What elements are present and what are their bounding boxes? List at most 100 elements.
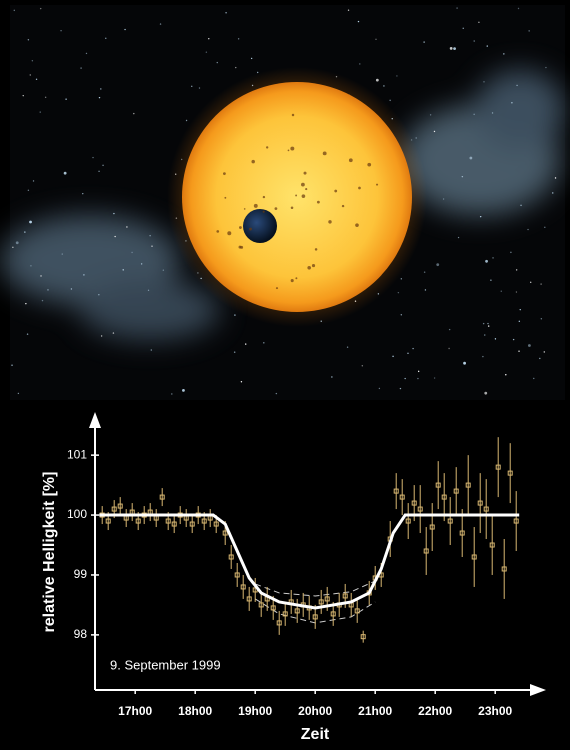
star-dot (404, 378, 405, 379)
star-dot (436, 263, 439, 266)
sunspot (358, 187, 361, 190)
star-dot (124, 29, 125, 30)
star-dot (199, 87, 200, 88)
star-dot (206, 52, 207, 53)
star-dot (113, 213, 114, 214)
star-dot (487, 45, 488, 46)
sunspot (275, 207, 278, 210)
star-dot (488, 325, 489, 326)
sunspot (240, 246, 243, 249)
star-dot (425, 289, 426, 290)
sunspot (295, 195, 297, 197)
star-dot (462, 176, 463, 177)
star-dot (29, 221, 32, 224)
star-dot (456, 7, 457, 8)
star-dot (424, 271, 425, 272)
star-dot (376, 79, 379, 82)
star-dot (518, 8, 519, 9)
star-dot (47, 289, 48, 290)
annotation: 9. September 1999 (110, 657, 221, 672)
star-dot (418, 371, 419, 372)
sunspot (295, 277, 297, 279)
star-dot (65, 98, 66, 99)
x-tick-label: 18h00 (178, 704, 212, 718)
y-tick-label: 99 (74, 567, 88, 581)
illustration (0, 5, 565, 400)
star-dot (163, 269, 164, 270)
star-dot (276, 393, 277, 394)
star-dot (123, 269, 124, 270)
star-dot (375, 39, 376, 40)
star-dot (347, 347, 348, 348)
star-dot (348, 10, 349, 11)
sunspot (263, 196, 265, 198)
star-dot (60, 30, 61, 31)
sunspot (223, 172, 226, 175)
star-dot (23, 95, 24, 96)
star-dot (492, 257, 493, 258)
x-tick-label: 22h00 (418, 704, 452, 718)
star-dot (485, 260, 488, 263)
star-dot (415, 137, 416, 138)
sunspot (355, 223, 359, 227)
star-dot (412, 348, 413, 349)
star-dot (45, 97, 46, 98)
star-dot (36, 79, 37, 80)
star-dot (545, 67, 546, 68)
star-dot (151, 349, 152, 350)
star-dot (400, 388, 401, 389)
star-dot (520, 309, 521, 310)
star-dot (182, 389, 185, 392)
star-dot (383, 85, 384, 86)
star-dot (450, 47, 453, 50)
star-dot (555, 177, 556, 178)
star-dot (133, 113, 134, 114)
sunspot (244, 208, 246, 210)
star-dot (263, 342, 264, 343)
star-dot (539, 358, 540, 359)
sunspot (367, 163, 371, 167)
star-dot (40, 111, 41, 112)
star-dot (16, 241, 19, 244)
star-dot (513, 339, 514, 340)
sunspot (291, 206, 294, 209)
star-dot (151, 246, 152, 247)
star-dot (544, 227, 545, 228)
star-dot (389, 100, 390, 101)
star-dot (516, 291, 517, 292)
planet (243, 209, 277, 243)
sunspot (307, 266, 311, 270)
sunspot (292, 114, 294, 116)
star-dot (148, 290, 149, 291)
page: 9. September 1999 Zeit relative Helligke… (0, 0, 570, 745)
star-dot (511, 102, 512, 103)
star-dot (92, 157, 93, 158)
star-dot (217, 62, 218, 63)
star-dot (33, 180, 34, 181)
star-dot (100, 88, 101, 89)
star-dot (82, 193, 83, 194)
sunspot (263, 211, 265, 213)
sunspot (342, 205, 344, 207)
star-dot (518, 351, 519, 352)
sunspot (305, 188, 307, 190)
sunspot (251, 160, 255, 164)
figure: 9. September 1999 Zeit relative Helligke… (0, 0, 570, 745)
star-dot (463, 28, 464, 29)
star-dot (101, 335, 102, 336)
star-dot (434, 377, 435, 378)
star-dot (396, 75, 397, 76)
star-dot (149, 235, 150, 236)
sunspot (224, 197, 226, 199)
star-dot (24, 231, 25, 232)
star-dot (484, 334, 485, 335)
star-dot (234, 351, 235, 352)
star-dot (478, 22, 479, 23)
sunspot (291, 279, 294, 282)
star-dot (495, 338, 496, 339)
star-dot (483, 323, 484, 324)
sunspot (276, 287, 278, 289)
star-dot (12, 247, 13, 248)
star-dot (30, 265, 31, 266)
star-dot (235, 67, 236, 68)
